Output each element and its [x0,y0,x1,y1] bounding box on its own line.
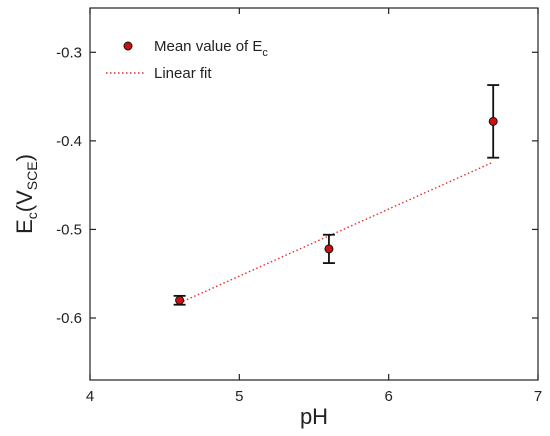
y-axis-title: Ec(VSCE) [12,154,40,234]
y-axis-title-unit: V [12,190,37,205]
y-tick-label: -0.5 [56,221,82,238]
axis-ticks: 4 5 6 7 -0.6 -0.5 -0.4 -0.3 [56,8,542,405]
legend: Mean value of Ec Linear fit [106,38,268,82]
x-tick-label: 6 [384,388,392,405]
legend-item-fit: Linear fit [106,65,212,82]
y-axis-title-main: E [12,219,37,234]
x-tick-label: 7 [534,388,542,405]
y-axis-title-sub: c [24,212,40,219]
y-axis-title-unit-sub: SCE [24,161,40,190]
y-tick-label: -0.4 [56,133,82,150]
plot-frame [89,7,539,381]
points-layer [173,84,500,306]
legend-label-mean-sub: c [262,47,268,59]
y-tick-label: -0.6 [56,310,82,327]
legend-label-mean-text: Mean value of E [154,38,262,55]
fit-line [179,161,494,304]
legend-label-mean: Mean value of Ec [154,38,268,59]
data-point [175,295,185,305]
data-point [488,116,498,126]
x-axis-title: pH [300,404,328,429]
data-point [324,244,334,254]
plot-frame-group [89,7,539,381]
legend-marker-mean [123,41,133,51]
y-axis-title-paren-open: ( [12,204,37,212]
y-axis-title-paren-close: ) [12,154,37,161]
legend-label-fit: Linear fit [154,65,212,82]
x-tick-label: 5 [235,388,243,405]
fit-layer [179,161,494,304]
y-tick-label: -0.3 [56,44,82,61]
x-tick-label: 4 [86,388,94,405]
legend-item-mean: Mean value of Ec [123,38,268,59]
